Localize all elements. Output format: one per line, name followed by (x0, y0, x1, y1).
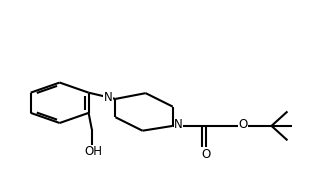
Text: N: N (104, 91, 113, 104)
Text: O: O (238, 118, 247, 131)
Text: OH: OH (84, 146, 102, 158)
Text: N: N (174, 118, 183, 131)
Text: O: O (202, 148, 211, 161)
